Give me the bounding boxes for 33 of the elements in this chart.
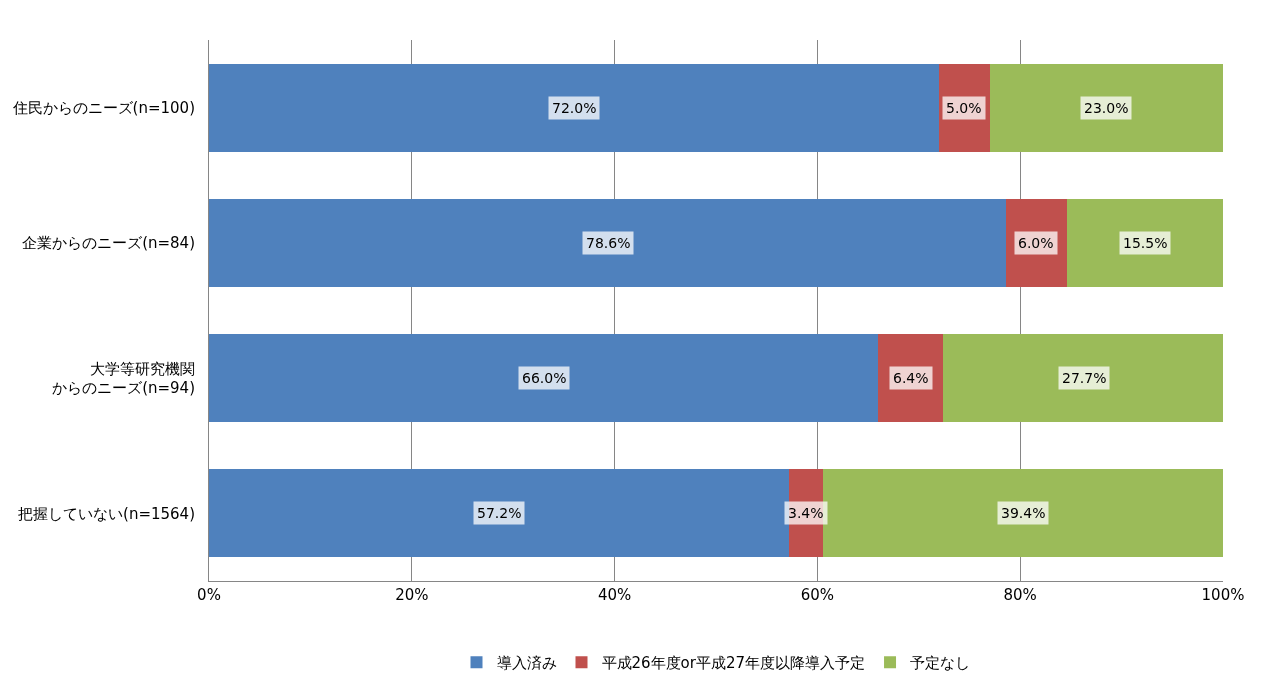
- y-tick-label: 住民からのニーズ(n=100): [11, 98, 195, 117]
- legend-label: 平成26年度or平成27年度以降導入予定: [601, 654, 866, 673]
- bar: [209, 334, 879, 423]
- data-label: 5.0%: [946, 100, 982, 116]
- bar: [989, 63, 1223, 152]
- bar: [209, 198, 1006, 287]
- data-label: 6.4%: [893, 370, 929, 386]
- x-tick-label: 40%: [597, 586, 632, 604]
- bar: [943, 334, 1223, 423]
- bar: [823, 469, 1223, 558]
- y-tick-label: 把握していない(n=1564): [18, 504, 195, 523]
- bar: [209, 63, 940, 152]
- x-tick-label: 80%: [1003, 586, 1037, 604]
- data-label: 15.5%: [1123, 235, 1168, 251]
- x-tick-label: 100%: [1201, 586, 1245, 604]
- data-label: 78.6%: [586, 235, 631, 251]
- x-tick-label: 60%: [800, 586, 835, 604]
- data-label: 23.0%: [1084, 100, 1129, 116]
- x-tick-label: 0%: [197, 586, 221, 604]
- x-tick-label: 20%: [395, 586, 429, 604]
- data-label: 57.2%: [477, 505, 522, 521]
- y-tick-label: 大学等研究機関からのニーズ(n=94): [52, 359, 195, 398]
- legend-label: 予定なし: [910, 654, 971, 673]
- bar: [1066, 198, 1223, 287]
- data-label: 3.4%: [788, 505, 824, 521]
- data-label: 72.0%: [552, 100, 597, 116]
- data-label: 39.4%: [1001, 505, 1046, 521]
- legend-label: 導入済み: [496, 654, 557, 673]
- y-tick-label: 企業からのニーズ(n=84): [22, 234, 195, 253]
- data-label: 66.0%: [522, 370, 567, 386]
- data-label: 27.7%: [1062, 370, 1107, 386]
- bar: [209, 469, 790, 558]
- data-label: 6.0%: [1018, 235, 1054, 251]
